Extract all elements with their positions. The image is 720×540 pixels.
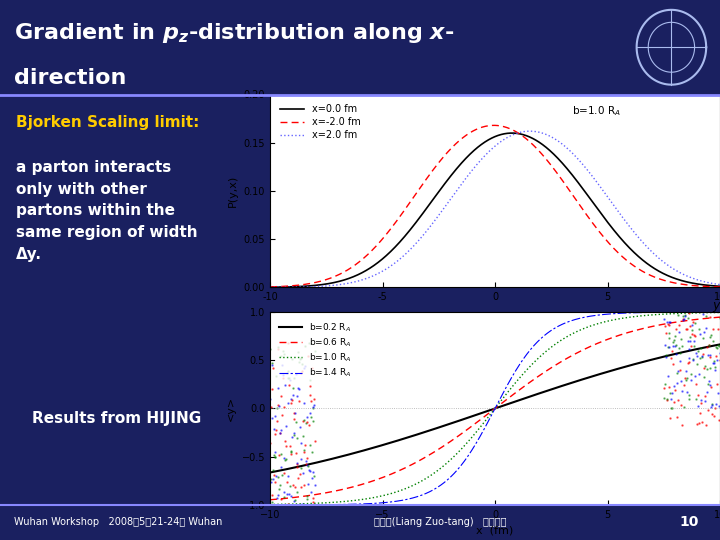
b=0.6 R$_A$ bbox=[703, 315, 711, 321]
Y-axis label: <y>: <y> bbox=[226, 396, 236, 421]
Line: b=0.6 R$_A$: b=0.6 R$_A$ bbox=[270, 317, 720, 500]
b=1.4 R$_A$ bbox=[620, 310, 629, 316]
x=0.0 fm bbox=[508, 130, 516, 136]
b=0.2 R$_A$ bbox=[289, 464, 297, 471]
b=0.6 R$_A$ bbox=[266, 496, 274, 503]
b=0.2 R$_A$ bbox=[620, 364, 629, 370]
b=1.4 R$_A$ bbox=[703, 309, 711, 315]
x=0.0 fm bbox=[625, 245, 634, 251]
b=0.6 R$_A$ bbox=[716, 314, 720, 320]
Text: 10: 10 bbox=[679, 516, 698, 529]
b=0.6 R$_A$ bbox=[620, 330, 629, 337]
x=0.0 fm bbox=[575, 181, 584, 187]
b=0.2 R$_A$ bbox=[703, 344, 711, 350]
Text: y: y bbox=[713, 299, 720, 312]
b=1.0 R$_A$ bbox=[266, 501, 274, 508]
x=-2.0 fm bbox=[575, 201, 584, 208]
x=0.0 fm bbox=[312, 282, 320, 288]
x=2.0 fm bbox=[575, 157, 584, 164]
x=2.0 fm bbox=[312, 284, 320, 290]
x=2.0 fm bbox=[716, 281, 720, 288]
Line: x=0.0 fm: x=0.0 fm bbox=[270, 133, 720, 287]
b=0.6 R$_A$ bbox=[703, 315, 711, 321]
Text: Gradient in $\bfit{p}_z$-distribution along $\bfit{x}$-: Gradient in $\bfit{p}_z$-distribution al… bbox=[14, 21, 454, 45]
x=2.0 fm bbox=[448, 194, 456, 200]
Line: x=2.0 fm: x=2.0 fm bbox=[270, 131, 720, 287]
b=1.0 R$_A$ bbox=[289, 501, 297, 507]
Text: b=1.0 R$_A$: b=1.0 R$_A$ bbox=[572, 104, 621, 118]
Line: x=-2.0 fm: x=-2.0 fm bbox=[270, 125, 720, 287]
x=-2.0 fm bbox=[617, 253, 626, 259]
x=-2.0 fm bbox=[625, 259, 634, 266]
x=-2.0 fm bbox=[716, 284, 720, 290]
b=1.0 R$_A$ bbox=[703, 309, 711, 316]
b=1.0 R$_A$ bbox=[703, 309, 711, 316]
x=2.0 fm bbox=[617, 212, 626, 219]
Text: Results from HIJING: Results from HIJING bbox=[32, 410, 202, 426]
x=-2.0 fm bbox=[490, 122, 498, 129]
Text: 梁作堂(Liang Zuo-tang)   山东大学: 梁作堂(Liang Zuo-tang) 山东大学 bbox=[374, 517, 507, 528]
b=1.4 R$_A$ bbox=[472, 438, 481, 445]
Line: b=0.2 R$_A$: b=0.2 R$_A$ bbox=[270, 345, 720, 472]
b=1.4 R$_A$ bbox=[716, 309, 720, 315]
b=1.0 R$_A$ bbox=[472, 428, 481, 435]
Text: a parton interacts
only with other
partons within the
same region of width
Δy.: a parton interacts only with other parto… bbox=[16, 160, 198, 261]
x=2.0 fm bbox=[266, 284, 274, 291]
x=2.0 fm bbox=[526, 128, 534, 134]
x=2.0 fm bbox=[625, 223, 634, 230]
x=-2.0 fm bbox=[312, 279, 320, 286]
b=1.0 R$_A$ bbox=[620, 315, 629, 321]
Line: b=1.4 R$_A$: b=1.4 R$_A$ bbox=[270, 312, 720, 505]
b=1.4 R$_A$ bbox=[289, 502, 297, 508]
b=0.6 R$_A$ bbox=[472, 419, 481, 426]
X-axis label: x  (fm): x (fm) bbox=[477, 525, 513, 535]
x=-2.0 fm bbox=[266, 284, 274, 290]
Y-axis label: P(y,x): P(y,x) bbox=[228, 175, 238, 207]
Legend: x=0.0 fm, x=-2.0 fm, x=2.0 fm: x=0.0 fm, x=-2.0 fm, x=2.0 fm bbox=[275, 99, 366, 145]
b=0.6 R$_A$ bbox=[289, 494, 297, 501]
Line: b=1.0 R$_A$: b=1.0 R$_A$ bbox=[270, 313, 720, 504]
Text: Bjorken Scaling limit:: Bjorken Scaling limit: bbox=[16, 115, 199, 130]
b=0.2 R$_A$ bbox=[716, 341, 720, 348]
x=0.0 fm bbox=[448, 171, 456, 178]
b=1.4 R$_A$ bbox=[485, 417, 493, 423]
Text: direction: direction bbox=[14, 68, 127, 88]
x=0.0 fm bbox=[716, 283, 720, 289]
Legend: b=0.2 R$_A$, b=0.6 R$_A$, b=1.0 R$_A$, b=1.4 R$_A$: b=0.2 R$_A$, b=0.6 R$_A$, b=1.0 R$_A$, b… bbox=[274, 316, 356, 384]
b=0.2 R$_A$ bbox=[472, 411, 481, 418]
b=1.4 R$_A$ bbox=[266, 502, 274, 508]
x=0.0 fm bbox=[266, 284, 274, 291]
x=2.0 fm bbox=[464, 172, 472, 179]
b=1.4 R$_A$ bbox=[703, 309, 711, 315]
x=0.0 fm bbox=[464, 153, 472, 159]
x=-2.0 fm bbox=[448, 144, 456, 151]
b=0.2 R$_A$ bbox=[703, 344, 711, 350]
x=-2.0 fm bbox=[464, 131, 472, 137]
x=0.0 fm bbox=[617, 236, 626, 242]
b=1.0 R$_A$ bbox=[716, 309, 720, 316]
b=0.6 R$_A$ bbox=[485, 410, 493, 416]
b=0.2 R$_A$ bbox=[485, 407, 493, 414]
b=0.2 R$_A$ bbox=[266, 469, 274, 476]
Text: Wuhan Workshop   2008年5月21-24日 Wuhan: Wuhan Workshop 2008年5月21-24日 Wuhan bbox=[14, 517, 222, 528]
b=1.0 R$_A$ bbox=[485, 413, 493, 420]
